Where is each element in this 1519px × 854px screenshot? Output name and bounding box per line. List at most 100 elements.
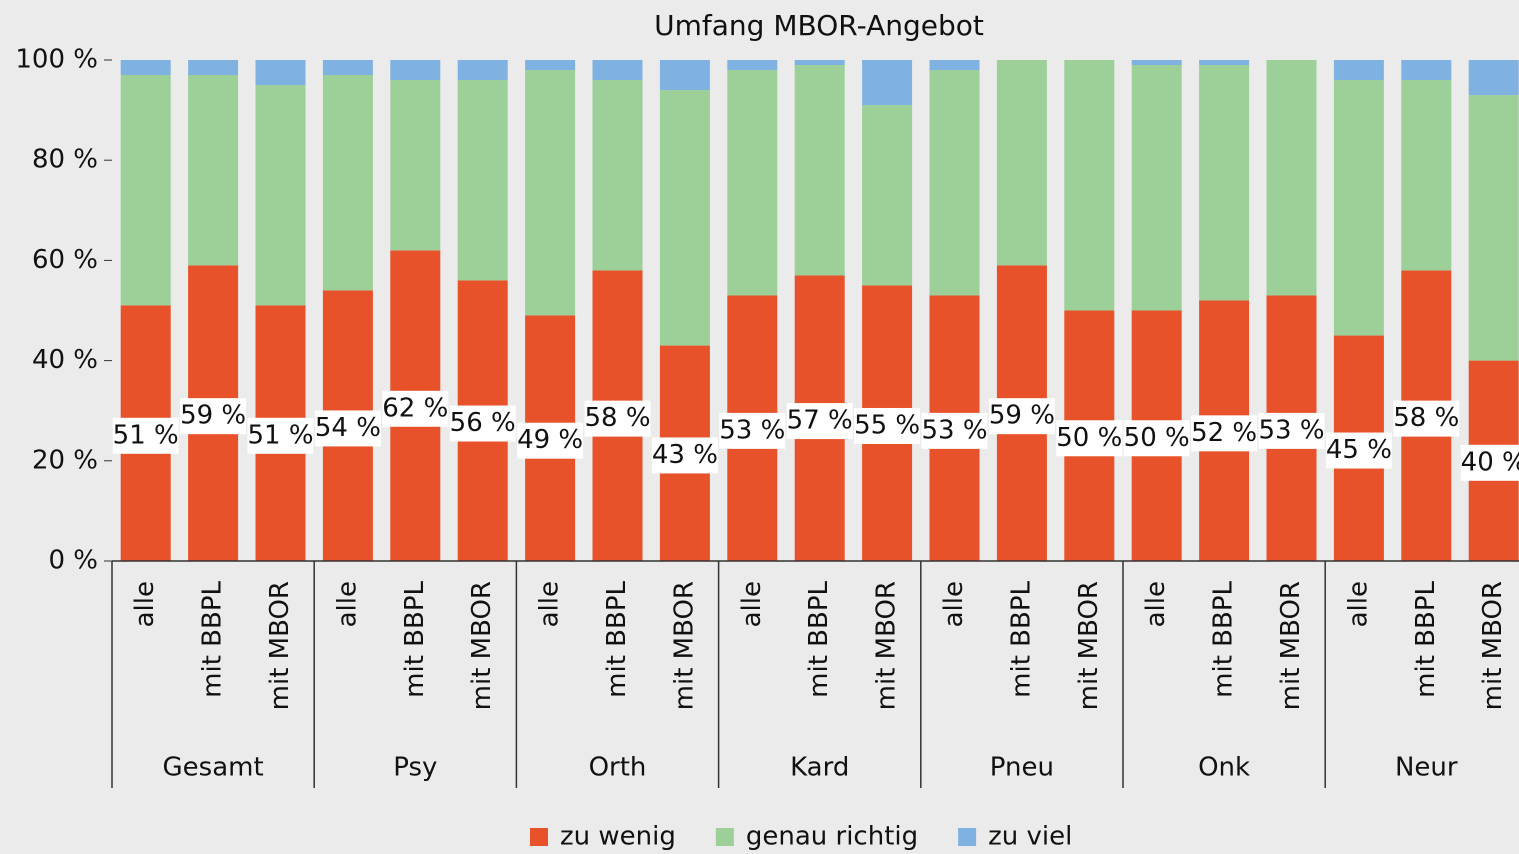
data-label: 45 % (1326, 435, 1392, 465)
label-gap (1258, 412, 1325, 449)
bar-segment (1064, 60, 1115, 311)
x-tick-label: mit MBOR (669, 581, 699, 710)
bar-segment (390, 60, 441, 81)
x-tick-label: mit MBOR (872, 581, 902, 710)
label-gap (1056, 420, 1123, 457)
label-gap (180, 398, 247, 435)
y-tick-label: 60 % (32, 245, 98, 275)
data-label: 54 % (315, 413, 381, 443)
label-gap (1123, 420, 1190, 457)
bar-segment (592, 60, 643, 81)
x-tick-label: mit BBPL (602, 580, 632, 697)
bar-segment (1199, 65, 1250, 301)
legend-label: genau richtig (746, 822, 918, 852)
bar-segment (390, 80, 441, 251)
group-label: Psy (393, 753, 437, 783)
bar-segment (255, 60, 306, 86)
bar-segment (659, 90, 710, 346)
label-gap (382, 390, 449, 427)
data-label: 59 % (989, 401, 1055, 431)
x-tick-label: alle (332, 581, 362, 627)
x-tick-label: alle (1343, 581, 1373, 627)
bar-segment (120, 75, 171, 306)
bar-segment (862, 60, 913, 106)
bar-segment (794, 65, 845, 276)
data-label: 51 % (247, 420, 313, 450)
label-gap (112, 417, 179, 454)
label-gap (584, 400, 651, 437)
bar-segment (1468, 60, 1519, 96)
bar-segment (1333, 60, 1384, 81)
y-tick-label: 20 % (32, 445, 98, 475)
bar-segment (1131, 65, 1182, 311)
x-tick-label: mit MBOR (467, 581, 497, 710)
legend-swatch (958, 828, 977, 846)
data-label: 55 % (854, 410, 920, 440)
data-label: 53 % (1258, 415, 1324, 445)
bar-segment (1266, 60, 1317, 296)
y-tick-label: 80 % (32, 145, 98, 175)
label-gap (1325, 432, 1392, 469)
y-tick-label: 40 % (32, 345, 98, 375)
bar-segment (1333, 80, 1384, 336)
label-gap (786, 403, 853, 440)
label-gap (921, 412, 988, 449)
label-gap (314, 410, 381, 447)
label-gap (449, 405, 516, 442)
group-label: Kard (790, 753, 849, 783)
data-label: 62 % (382, 393, 448, 423)
x-tick-label: alle (535, 581, 565, 627)
x-tick-label: alle (130, 581, 160, 627)
data-label: 53 % (921, 415, 987, 445)
label-gap (1191, 415, 1258, 452)
bar-segment (1401, 60, 1452, 81)
group-label: Neur (1395, 753, 1458, 783)
legend-swatch (715, 828, 734, 846)
group-label: Pneu (990, 753, 1054, 783)
data-label: 49 % (517, 425, 583, 455)
bar-segment (1199, 60, 1250, 66)
x-tick-label: mit MBOR (1276, 581, 1306, 710)
bar-segment (727, 60, 778, 71)
label-gap (988, 398, 1055, 435)
data-label: 57 % (787, 406, 853, 436)
bar-segment (525, 70, 576, 316)
data-label: 52 % (1191, 418, 1257, 448)
y-tick-label: 100 % (15, 45, 98, 75)
bar-segment (188, 60, 239, 76)
label-gap (517, 422, 584, 459)
bar-segment (120, 60, 171, 76)
x-tick-label: mit BBPL (400, 580, 430, 697)
chart-title: Umfang MBOR-Angebot (654, 9, 984, 42)
data-label: 51 % (113, 420, 179, 450)
x-tick-label: mit MBOR (1478, 581, 1508, 710)
data-label: 58 % (1393, 403, 1459, 433)
x-tick-label: mit BBPL (1209, 580, 1239, 697)
x-tick-label: mit BBPL (1411, 580, 1441, 697)
data-label: 40 % (1461, 447, 1519, 477)
label-gap (719, 412, 786, 449)
data-label: 53 % (719, 415, 785, 445)
label-gap (247, 417, 314, 454)
legend-label: zu wenig (560, 822, 676, 852)
legend-label: zu viel (988, 822, 1072, 852)
bar-segment (1131, 60, 1182, 66)
bar-segment (794, 60, 845, 66)
bar-segment (996, 60, 1047, 266)
x-tick-label: mit BBPL (804, 580, 834, 697)
group-label: Orth (589, 753, 647, 783)
label-gap (651, 437, 718, 474)
bar-segment (255, 85, 306, 306)
bar-segment (457, 60, 508, 81)
group-label: Gesamt (163, 753, 264, 783)
x-tick-label: mit BBPL (1006, 580, 1036, 697)
label-gap (1460, 444, 1519, 481)
bar-segment (929, 60, 980, 71)
bar-segment (592, 80, 643, 271)
bar-segment (659, 60, 710, 91)
data-label: 43 % (652, 440, 718, 470)
bar-segment (862, 105, 913, 286)
data-label: 50 % (1124, 423, 1190, 453)
bar-segment (457, 80, 508, 281)
